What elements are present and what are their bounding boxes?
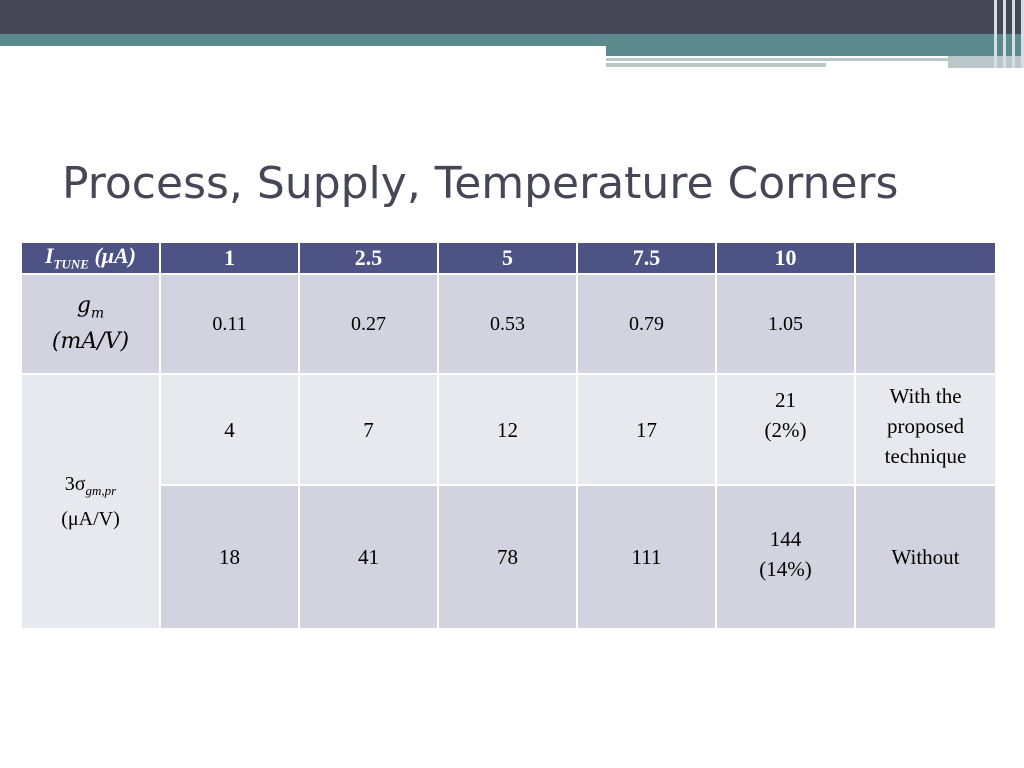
table-cell: 78: [439, 486, 576, 628]
sigma-symbol: 3σ: [64, 473, 86, 495]
header-band-teal-right: [606, 46, 1024, 56]
header-band-thin-line-short: [606, 63, 826, 67]
table-cell: 1.05: [717, 275, 854, 373]
itune-symbol: I: [44, 243, 54, 269]
table-header-row: ITUNE (μA) 1 2.5 5 7.5 10: [22, 243, 995, 273]
table-row-with-technique: 3σgm,pr (μA/V) 4 7 12 17 21 (2%) With the p…: [22, 375, 995, 628]
header-cell: 2.5: [300, 243, 437, 273]
itune-unit: (μA): [88, 243, 136, 269]
header-band-thin-line: [606, 58, 948, 61]
note-cell: Without: [856, 486, 995, 628]
header-band-white-strip: [0, 46, 606, 50]
itune-header-cell: ITUNE (μA): [22, 243, 159, 273]
table-row-without: 18 41 78 111 144 (14%) Without: [22, 486, 995, 628]
table-cell: [856, 275, 995, 373]
itune-subscript: TUNE: [53, 256, 89, 272]
table-cell: 18: [161, 486, 298, 628]
percent-text: (2%): [764, 418, 807, 442]
gm-symbol: g: [76, 293, 91, 319]
header-cell: 1: [161, 243, 298, 273]
table-cell: 144 (14%): [717, 486, 854, 628]
table-cell: 41: [300, 486, 437, 628]
table-row-gm: gm (mA/V) 0.11 0.27 0.53 0.79 1.05: [22, 275, 995, 373]
note-line: technique: [884, 444, 967, 468]
value-text: 144: [769, 527, 802, 551]
table-cell: 0.53: [439, 275, 576, 373]
table-cell: 17: [578, 375, 715, 484]
table-cell: 21 (2%): [717, 375, 854, 484]
header-cell: 5: [439, 243, 576, 273]
header-cell: [856, 243, 995, 273]
header-band-dark: [0, 0, 1024, 34]
corners-table: ITUNE (μA) 1 2.5 5 7.5 10 gm (mA/V) 0.11 …: [20, 241, 997, 630]
header-vertical-stripes: [994, 0, 1024, 68]
percent-text: (14%): [759, 557, 812, 581]
header-cell: 7.5: [578, 243, 715, 273]
gm-subscript: m: [90, 305, 105, 322]
note-line: proposed: [887, 414, 964, 438]
table-cell: 12: [439, 375, 576, 484]
slide-title: Process, Supply, Temperature Corners: [62, 158, 899, 209]
sigma-label-cell: 3σgm,pr (μA/V): [22, 375, 159, 628]
table-cell: 0.11: [161, 275, 298, 373]
note-cell: With the proposed technique: [856, 375, 995, 484]
table-cell: 0.27: [300, 275, 437, 373]
table-cell: 4: [161, 375, 298, 484]
table-cell: 0.79: [578, 275, 715, 373]
note-line: With the: [889, 384, 962, 408]
gm-label-cell: gm (mA/V): [22, 275, 159, 373]
table-cell: 111: [578, 486, 715, 628]
table-cell: 7: [300, 375, 437, 484]
sigma-subscript: gm,pr: [85, 483, 117, 498]
header-cell: 10: [717, 243, 854, 273]
sigma-unit: (μA/V): [61, 508, 120, 530]
header-band-teal: [0, 34, 1024, 46]
gm-unit: (mA/V): [51, 328, 130, 354]
value-text: 21: [775, 388, 796, 412]
